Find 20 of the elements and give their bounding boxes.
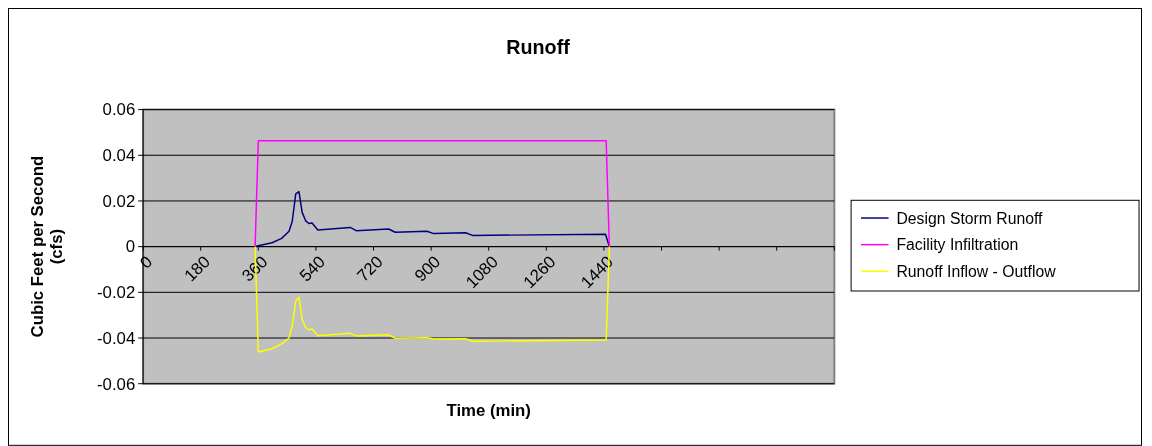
y-tick-label: 0: [125, 237, 136, 257]
chart-title: Runoff: [506, 36, 571, 59]
legend-label: Design Storm Runoff: [896, 209, 1044, 227]
y-tick-label: 0.06: [102, 100, 136, 120]
legend-label: Facility Infiltration: [896, 236, 1019, 254]
x-tick-label: 720: [353, 252, 387, 286]
x-tick-label: 360: [238, 252, 272, 286]
y-tick-label: -0.06: [97, 374, 136, 394]
x-tick-label: 540: [295, 252, 330, 286]
y-axis-title: Cubic Feet per Second (cfs): [27, 155, 67, 338]
y-tick-label: -0.02: [97, 283, 136, 303]
y-tick-label: 0.02: [102, 191, 136, 211]
line-series: [254, 190, 611, 248]
x-tick-label: 900: [411, 252, 445, 286]
y-tick-label: 0.04: [102, 146, 136, 166]
legend-label: Runoff Inflow - Outflow: [896, 262, 1057, 280]
x-tick-label: 0: [136, 252, 157, 273]
y-tick-label: -0.04: [97, 328, 136, 348]
x-axis-title: Time (min): [446, 401, 531, 421]
x-tick-label: 180: [180, 252, 214, 286]
